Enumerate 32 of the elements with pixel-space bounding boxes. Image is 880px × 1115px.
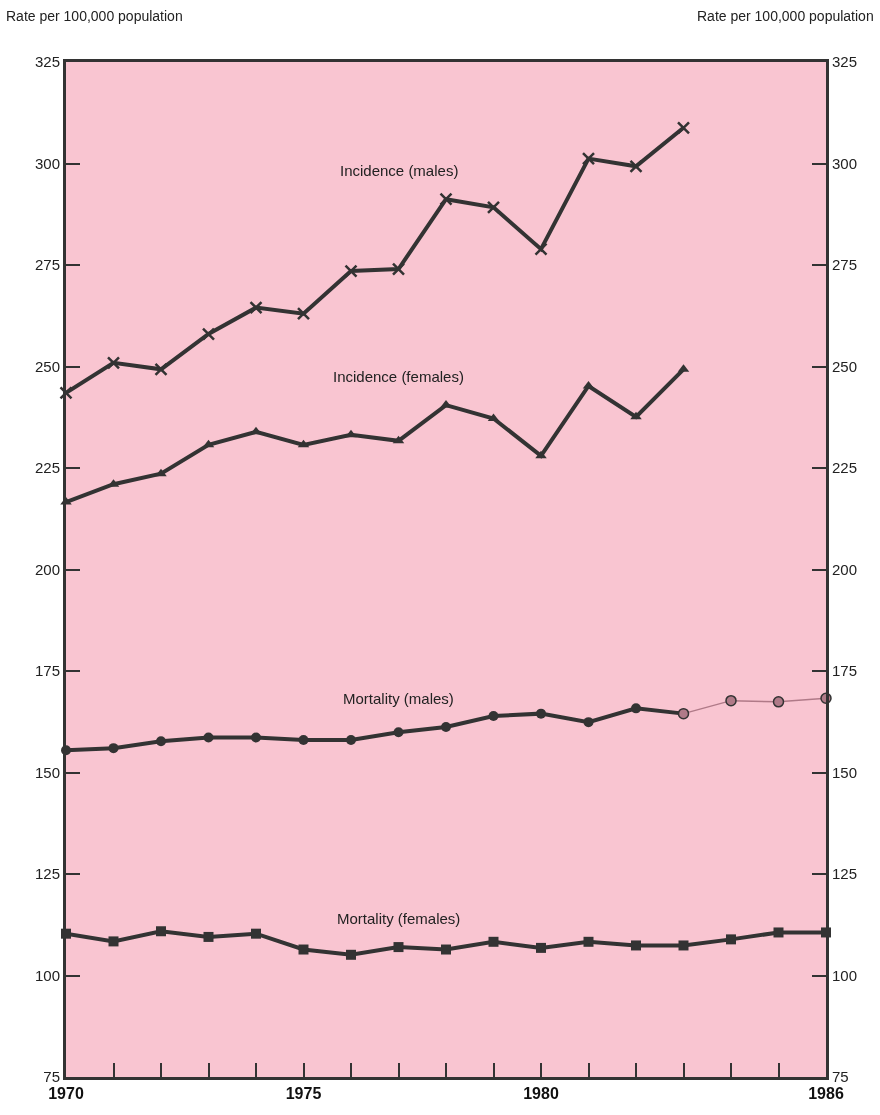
series-label: Incidence (males) — [340, 162, 459, 179]
y2-tick-label: 125 — [832, 865, 858, 883]
x-tick-label: 1986 — [808, 1085, 844, 1103]
y-tick-label: 225 — [34, 459, 60, 477]
y-tick-label: 150 — [34, 763, 60, 781]
series-label: Incidence (females) — [333, 368, 464, 385]
x-tick-label: 1980 — [523, 1085, 559, 1103]
y-tick-label: 100 — [34, 966, 60, 984]
y-tick-label: 250 — [34, 357, 60, 375]
y-tick-label: 325 — [34, 53, 60, 71]
y2-tick-label: 275 — [832, 256, 858, 274]
y2-tick-label: 100 — [832, 966, 858, 984]
y-tick-label: 125 — [34, 865, 60, 883]
y-tick-label: 175 — [34, 662, 60, 680]
series-label: Mortality (females) — [337, 910, 461, 927]
y2-tick-label: 150 — [832, 763, 858, 781]
y-tick-label: 275 — [34, 256, 60, 274]
y2-tick-label: 200 — [832, 560, 858, 578]
y-tick-label: 300 — [34, 154, 60, 172]
y2-tick-label: 225 — [832, 459, 858, 477]
y-axis-title: Rate per 100,000 population — [6, 8, 183, 24]
x-tick-label: 1975 — [285, 1085, 322, 1103]
y2-tick-label: 250 — [832, 357, 858, 375]
y2-tick-label: 175 — [832, 662, 858, 680]
y2-tick-label: 300 — [832, 154, 858, 172]
y-tick-label: 75 — [43, 1068, 60, 1086]
x-tick-label: 1970 — [48, 1085, 84, 1103]
y-tick-label: 200 — [34, 560, 60, 578]
y2-tick-label: 75 — [832, 1068, 849, 1086]
series-label: Mortality (males) — [343, 690, 454, 707]
y2-tick-label: 325 — [832, 53, 858, 71]
y2-axis-title: Rate per 100,000 population — [697, 8, 874, 24]
